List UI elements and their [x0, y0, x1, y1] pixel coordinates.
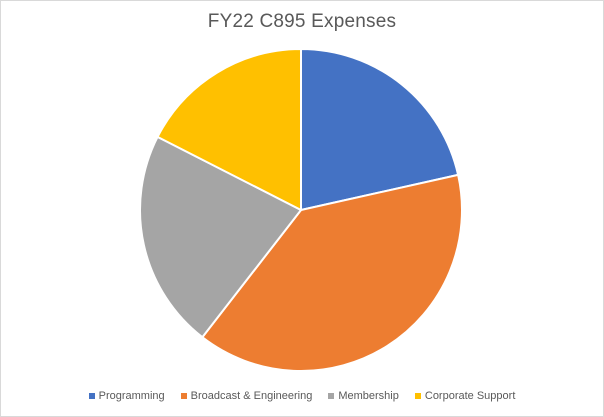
legend-item-broadcast-engineering: Broadcast & Engineering [180, 390, 313, 402]
pie-slice-membership [139, 135, 302, 339]
legend-item-programming: Programming [88, 390, 165, 402]
chart-legend: Programming Broadcast & Engineering Member… [1, 390, 603, 402]
legend-item-corporate-support: Corporate Support [414, 390, 516, 402]
legend-label: Broadcast & Engineering [190, 390, 313, 402]
chart-title: FY22 C895 Expenses [207, 11, 397, 32]
pie-slice-broadcast-engineering [201, 173, 463, 372]
legend-label: Programming [98, 390, 165, 402]
legend-swatch [414, 393, 421, 399]
legend-label: Membership [338, 390, 399, 402]
legend-label: Corporate Support [424, 390, 516, 402]
legend-item-membership: Membership [328, 390, 399, 402]
legend-swatch [180, 393, 187, 399]
pie-slice-programming [300, 48, 460, 211]
legend-swatch [88, 393, 95, 399]
legend-swatch [328, 393, 335, 399]
pie-slice-corporate-support [156, 48, 302, 211]
